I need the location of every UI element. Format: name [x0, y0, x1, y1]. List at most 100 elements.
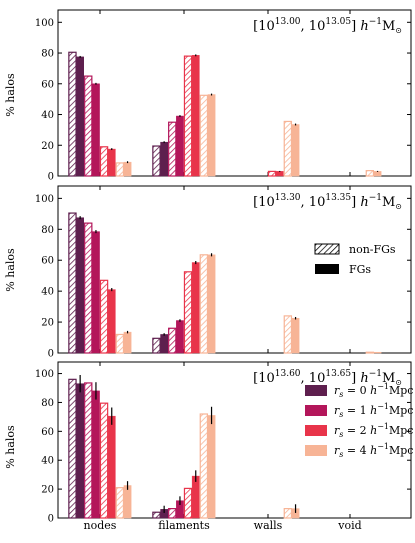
legend-label-rs-3: rs = 4 h−1Mpc — [334, 442, 413, 459]
x-category-filaments: filaments — [158, 519, 210, 532]
panel-2-ytick-label-20: 20 — [41, 318, 54, 329]
bar-p2-nodes-rs3-fg — [123, 331, 132, 354]
panel-3-ytick-label-20: 20 — [41, 485, 54, 496]
bar-p2-filaments-rs2-nonfg — [183, 271, 193, 354]
bar-p3-nodes-rs0-fg — [76, 383, 85, 519]
panel-1-ytick-label-100: 100 — [35, 18, 54, 29]
bar-p2-filaments-rs1-fg — [176, 320, 184, 354]
legend-swatch-rs-2 — [305, 425, 327, 436]
legend-type: non-FGs FGs — [314, 243, 396, 276]
panel-1-ytick-label-60: 60 — [41, 79, 54, 90]
bar-p1-filaments-rs3-nonfg — [199, 94, 209, 177]
y-axis-label-middle: % halos — [4, 248, 17, 292]
bar-p1-filaments-rs0-nonfg — [152, 145, 161, 177]
bar-p2-nodes-rs1-fg — [92, 231, 100, 354]
panels-group: 0 20 40 60 80 100 [1013.00, 1013.05] h−1M⊙ 0 20 4… — [35, 9, 412, 525]
bar-p2-void-rs3-nonfg — [365, 351, 375, 354]
panel-3-ytick-label-60: 60 — [41, 427, 54, 438]
panel-2-ytick-label-80: 80 — [41, 225, 54, 236]
bar-p3-nodes-rs2-fg — [107, 415, 116, 519]
panel-1-mass-range: [1013.00, 1013.05] h−1M⊙ — [253, 17, 402, 35]
bar-p2-nodes-rs0-nonfg — [68, 212, 77, 354]
bar-p2-walls-rs3-fg — [291, 317, 300, 354]
bar-p1-filaments-rs1-fg — [176, 115, 184, 177]
x-category-walls: walls — [254, 519, 283, 532]
panel-3-mass-range: [1013.60, 1013.65] h−1M⊙ — [253, 369, 402, 387]
legend-label-rs-1: rs = 1 h−1Mpc — [334, 402, 413, 419]
bar-p2-nodes-rs1-nonfg — [84, 222, 93, 354]
bar-p2-void-rs3-fg — [373, 351, 382, 354]
bar-p3-nodes-rs1-fg — [92, 390, 100, 519]
legend-label-rs-0: rs = 0 h−1Mpc — [334, 382, 413, 399]
bar-p1-void-rs3-fg — [373, 171, 382, 177]
panel-3-ytick-label-80: 80 — [41, 398, 54, 409]
bar-p3-nodes-rs3-fg — [123, 485, 132, 519]
bar-p3-filaments-rs3-fg — [207, 415, 216, 519]
panel-1-ytick-label-40: 40 — [41, 110, 54, 121]
bar-p1-filaments-rs1-nonfg — [168, 121, 177, 177]
panel-2-ytick-label-60: 60 — [41, 256, 54, 267]
legend-swatch-rs-3 — [305, 445, 327, 456]
bar-p1-filaments-rs3-fg — [207, 94, 216, 177]
bar-p3-nodes-rs2-nonfg — [99, 402, 109, 519]
panel-3-frame — [57, 361, 412, 519]
bar-p1-walls-rs2-fg — [275, 171, 284, 177]
panel-1-frame — [57, 9, 412, 177]
y-axis-label-top: % halos — [4, 73, 17, 117]
bar-p1-nodes-rs0-nonfg — [68, 51, 77, 177]
bar-p1-filaments-rs2-nonfg — [183, 55, 193, 177]
legend-swatch-rs-1 — [305, 405, 327, 416]
bar-p2-nodes-rs3-nonfg — [115, 333, 125, 354]
panel-2-ytick-label-40: 40 — [41, 287, 54, 298]
panel-2-frame — [57, 185, 412, 354]
bar-p3-filaments-rs2-nonfg — [183, 487, 193, 519]
y-axis-label-bottom: % halos — [4, 425, 17, 469]
bar-p1-filaments-rs0-fg — [160, 141, 169, 177]
panel-2-ytick-label-0: 0 — [48, 349, 54, 360]
bar-p3-walls-rs3-nonfg — [283, 508, 293, 519]
panel-2-mass-range: [1013.30, 1013.35] h−1M⊙ — [253, 193, 402, 211]
panel-1-ytick-label-0: 0 — [48, 172, 54, 183]
bar-p2-nodes-rs2-fg — [107, 289, 116, 354]
bar-p2-filaments-rs3-fg — [207, 254, 216, 354]
legend-rs: rs = 0 h−1Mpc rs = 1 h−1Mpc rs = 2 h−1Mpc r… — [305, 382, 413, 459]
bar-p3-filaments-rs2-fg — [191, 475, 200, 519]
bar-p1-filaments-rs2-fg — [191, 55, 200, 177]
bar-p1-nodes-rs2-fg — [107, 148, 116, 177]
bar-p2-filaments-rs2-fg — [191, 262, 200, 354]
bar-p1-nodes-rs1-fg — [92, 83, 100, 177]
bar-p1-nodes-rs3-nonfg — [115, 162, 125, 177]
legend-label-rs-2: rs = 2 h−1Mpc — [334, 422, 413, 439]
bar-p2-filaments-rs1-nonfg — [168, 327, 177, 354]
legend-swatch-non-fg — [314, 243, 340, 255]
bar-p3-nodes-rs1-nonfg — [84, 382, 93, 519]
bar-p1-walls-rs3-nonfg — [283, 120, 293, 177]
bar-p3-filaments-rs1-nonfg — [168, 508, 177, 519]
legend-swatch-rs-0 — [305, 385, 327, 396]
bar-p1-nodes-rs3-fg — [123, 161, 132, 177]
bar-p2-nodes-rs0-fg — [76, 217, 85, 354]
panel-3-ytick-label-40: 40 — [41, 456, 54, 467]
bar-p2-nodes-rs2-nonfg — [99, 279, 109, 354]
legend-label-fg: FGs — [349, 263, 371, 276]
bar-p2-filaments-rs0-fg — [160, 334, 169, 354]
bar-p2-filaments-rs3-nonfg — [199, 254, 209, 354]
panel-1-ytick-label-20: 20 — [41, 141, 54, 152]
bar-p1-void-rs3-nonfg — [365, 170, 375, 177]
bar-p1-walls-rs3-fg — [291, 124, 300, 177]
panel-2-ytick-label-100: 100 — [35, 194, 54, 205]
panel-3-ytick-label-0: 0 — [48, 514, 54, 525]
bar-p3-nodes-rs0-nonfg — [68, 378, 77, 519]
bar-p3-filaments-rs0-nonfg — [152, 511, 161, 519]
bar-p3-filaments-rs3-nonfg — [199, 413, 209, 519]
x-category-void: void — [337, 519, 361, 532]
x-category-nodes: nodes — [84, 519, 117, 532]
panel-3-ytick-label-100: 100 — [35, 369, 54, 380]
bar-p2-walls-rs3-nonfg — [283, 315, 293, 354]
bar-p1-nodes-rs0-fg — [76, 56, 85, 177]
bar-p3-nodes-rs3-nonfg — [115, 487, 125, 519]
legend-swatch-fg — [315, 264, 339, 274]
bar-p1-walls-rs2-nonfg — [267, 170, 277, 177]
bar-p2-filaments-rs0-nonfg — [152, 337, 161, 354]
